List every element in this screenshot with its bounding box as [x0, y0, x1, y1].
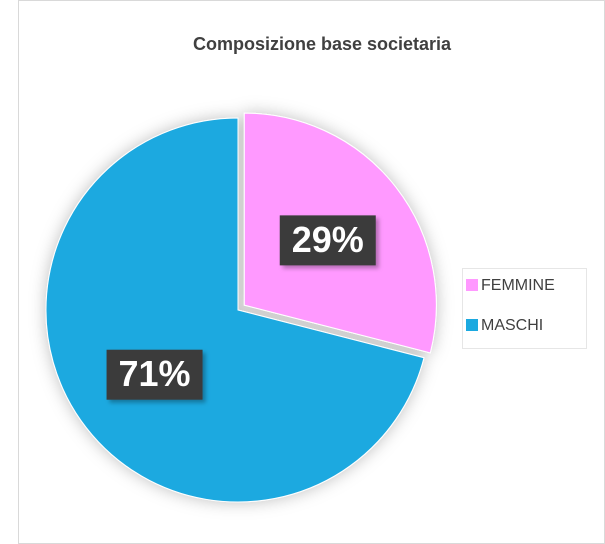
legend-box [462, 268, 587, 349]
legend-swatch [466, 279, 478, 291]
legend-swatch [466, 319, 478, 331]
legend-label: FEMMINE [481, 277, 555, 294]
chart-title: Composizione base societaria [193, 34, 452, 54]
data-label-box [106, 349, 203, 400]
data-label: 71% [119, 353, 191, 394]
data-label: 29% [292, 219, 364, 260]
data-label-box [279, 215, 376, 266]
legend: FEMMINE MASCHI [466, 277, 555, 334]
legend-label: MASCHI [481, 317, 543, 334]
pie-slice [45, 117, 425, 503]
data-labels: 29% 71% [106, 215, 376, 400]
